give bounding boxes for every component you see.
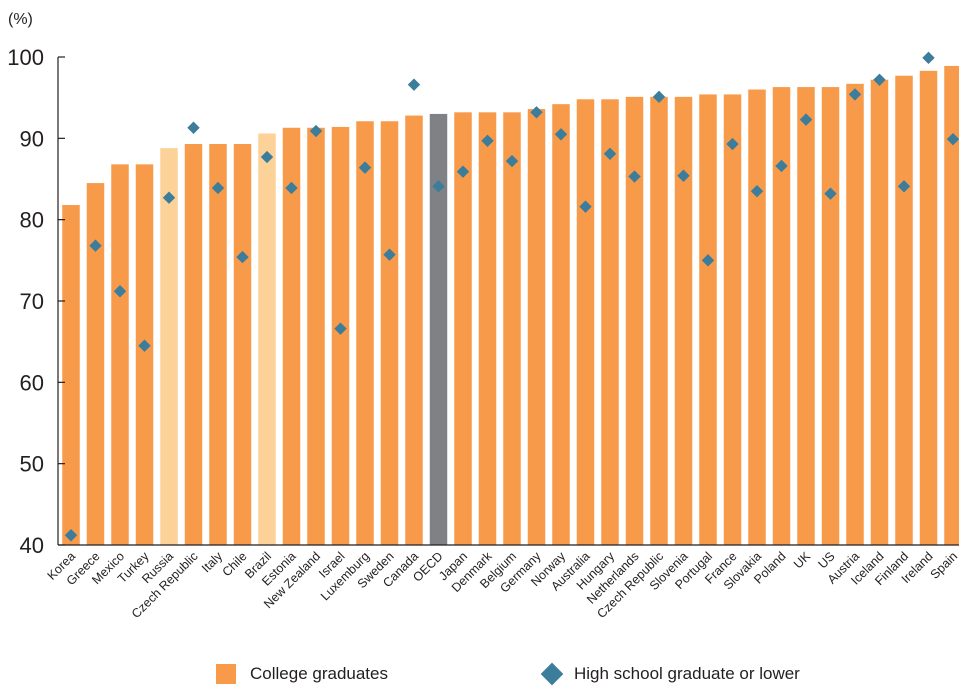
bar-hungary — [601, 99, 619, 545]
marker-czech-republic — [187, 121, 200, 134]
marker-oecd — [432, 180, 445, 193]
legend-label-college: College graduates — [250, 664, 388, 683]
marker-australia — [579, 200, 592, 213]
marker-france — [726, 137, 739, 151]
y-tick-label: 100 — [7, 45, 44, 70]
marker-chile — [236, 250, 249, 264]
marker-poland — [775, 159, 788, 173]
bar-spain — [944, 65, 959, 545]
bar-denmark — [478, 112, 497, 545]
bar-finland — [895, 75, 913, 546]
bar-new-zealand — [307, 127, 325, 545]
y-tick-label: 90 — [20, 126, 44, 151]
x-tick-label: UK — [791, 549, 814, 572]
y-tick-label: 50 — [20, 452, 44, 477]
marker-slovenia — [677, 169, 690, 182]
y-tick-label: 70 — [20, 289, 44, 314]
legend-swatch-diamond — [540, 662, 564, 686]
marker-hungary — [603, 147, 617, 160]
marker-norway — [554, 128, 568, 141]
marker-belgium — [505, 154, 519, 168]
bar-portugal — [699, 94, 717, 545]
bar-slovenia — [674, 96, 693, 545]
bar-austria — [846, 83, 864, 545]
y-tick-label: 40 — [20, 533, 44, 558]
legend-item-highschool: High school graduate or lower — [540, 662, 800, 686]
bar-japan — [454, 112, 472, 545]
bar-norway — [552, 104, 570, 546]
marker-turkey — [138, 339, 151, 352]
bar-iceland — [870, 79, 889, 546]
bar-turkey — [135, 164, 154, 546]
bar-luxemburg — [356, 121, 374, 545]
bar-oecd — [429, 113, 448, 546]
bar-france — [723, 94, 742, 545]
marker-netherlands — [628, 170, 641, 183]
bar-sweden — [380, 121, 399, 545]
y-ticks-group: 40 50 60 70 80 90 100 — [7, 45, 65, 558]
bar-mexico — [111, 164, 129, 546]
bar-czech-republic — [650, 96, 668, 545]
marker-uk — [799, 113, 813, 126]
y-axis-unit-label: (%) — [8, 11, 33, 28]
y-tick-label: 80 — [20, 208, 44, 233]
bar-estonia — [282, 127, 301, 545]
marker-austria — [848, 88, 862, 101]
bar-israel — [331, 126, 350, 545]
bar-czech-republic — [184, 144, 203, 545]
bar-australia — [576, 99, 595, 545]
marker-russia — [162, 191, 176, 204]
bar-korea — [62, 205, 80, 545]
marker-luxemburg — [358, 161, 372, 174]
bar-russia — [160, 148, 178, 545]
bar-ireland — [919, 70, 938, 545]
bar-canada — [405, 115, 423, 545]
marker-estonia — [285, 181, 298, 195]
y-tick-label: 60 — [20, 370, 44, 395]
legend-swatch-bar — [216, 664, 236, 684]
marker-finland — [897, 180, 911, 193]
marker-slovakia — [750, 185, 764, 198]
marker-spain — [946, 132, 959, 146]
marker-korea — [64, 529, 78, 542]
marker-italy — [211, 181, 225, 195]
marker-us — [824, 187, 837, 200]
marker-czech-republic — [652, 90, 666, 104]
marker-denmark — [481, 134, 494, 147]
marker-greece — [89, 239, 102, 252]
bar-germany — [527, 109, 546, 546]
marker-new-zealand — [309, 124, 323, 138]
marker-brazil — [260, 150, 274, 164]
bar-slovakia — [748, 89, 766, 545]
marker-israel — [334, 322, 347, 335]
x-tick-label: Spain — [928, 549, 959, 582]
bars-group — [62, 65, 959, 546]
marker-mexico — [113, 285, 127, 298]
marker-japan — [456, 165, 470, 178]
bar-poland — [772, 87, 791, 545]
bar-greece — [86, 183, 105, 545]
bar-uk — [797, 87, 815, 545]
bar-chile — [233, 144, 252, 545]
bar-us — [821, 87, 840, 545]
legend-item-college: College graduates — [216, 664, 388, 684]
marker-portugal — [701, 254, 715, 267]
bar-belgium — [503, 112, 521, 545]
bar-brazil — [258, 133, 276, 545]
marker-iceland — [873, 73, 886, 86]
markers-group — [64, 51, 959, 542]
marker-germany — [530, 106, 543, 119]
bar-italy — [209, 144, 227, 545]
marker-canada — [407, 78, 421, 91]
bar-netherlands — [625, 96, 644, 545]
legend-label-highschool: High school graduate or lower — [574, 664, 800, 683]
marker-ireland — [922, 51, 935, 65]
marker-sweden — [383, 248, 396, 261]
